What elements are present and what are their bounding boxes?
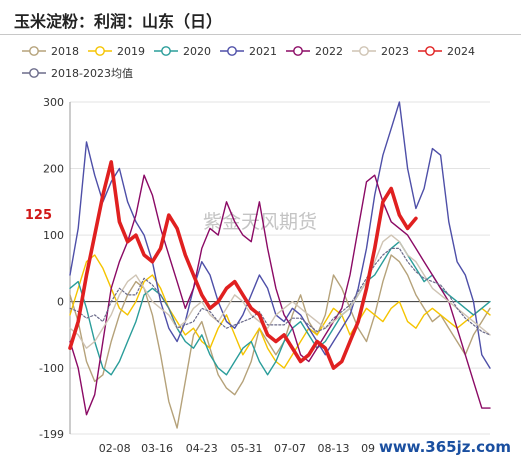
current-value-label: 125 [25, 208, 52, 223]
legend-item[interactable]: 2018 [22, 45, 79, 58]
legend-marker-icon [22, 46, 46, 56]
series-line-2021 [69, 101, 491, 369]
x-tick-label: 08-13 [318, 442, 350, 455]
legend-label: 2018-2023均值 [51, 67, 133, 80]
y-tick-label: 0 [57, 296, 64, 309]
y-tick-label: 100 [43, 229, 64, 242]
series-line-2019 [69, 254, 491, 369]
legend-item[interactable]: 2019 [88, 45, 145, 58]
series-line-2018 [69, 254, 491, 429]
legend-marker-icon [418, 46, 442, 56]
legend-item[interactable]: 2020 [154, 45, 211, 58]
legend-item[interactable]: 2023 [352, 45, 409, 58]
x-tick-label: 03-16 [141, 442, 173, 455]
legend-label: 2018 [51, 44, 79, 58]
legend-marker-icon [22, 68, 46, 78]
legend-item[interactable]: 2024 [418, 45, 475, 58]
legend-label: 2024 [447, 44, 475, 58]
site-watermark: www.365jz.com [374, 438, 515, 456]
legend-marker-icon [88, 46, 112, 56]
chart-legend: 2018 2019 2020 2021 2022 2023 2024 2018-2023均值 [22, 40, 517, 84]
x-tick-label: 07-07 [274, 442, 306, 455]
x-tick-label: 04-23 [186, 442, 218, 455]
y-tick-label: -100 [39, 362, 64, 375]
legend-label: 2022 [315, 44, 343, 58]
grid-lines [69, 101, 490, 435]
legend-item[interactable]: 2022 [286, 45, 343, 58]
x-tick-label: 05-31 [230, 442, 262, 455]
series-line-2024 [68, 160, 418, 370]
series-line-2023 [69, 234, 491, 349]
legend-label: 2020 [183, 44, 211, 58]
chart-title: 玉米淀粉：利润：山东（日） [14, 12, 223, 31]
y-tick-label: 300 [43, 96, 64, 109]
y-tick-label: -199 [39, 428, 64, 441]
watermark-text: 紫金天风期货 [203, 211, 317, 233]
y-tick-label: 200 [43, 163, 64, 176]
legend-marker-icon [352, 46, 376, 56]
legend-marker-icon [286, 46, 310, 56]
series-line-2018-2023均值 [69, 247, 491, 336]
legend-row-2: 2018-2023均值 [22, 62, 517, 84]
legend-item[interactable]: 2021 [220, 45, 277, 58]
legend-label: 2021 [249, 44, 277, 58]
legend-row-1: 2018 2019 2020 2021 2022 2023 2024 [22, 40, 517, 62]
legend-item[interactable]: 2018-2023均值 [22, 65, 133, 81]
line-chart: 300 200 100 0 -100 -199 02-08 03-16 04-23 05-31 0… [25, 96, 491, 455]
title-divider [0, 34, 521, 35]
legend-label: 2019 [117, 44, 145, 58]
series-layer [68, 101, 491, 429]
legend-label: 2023 [381, 44, 409, 58]
x-tick-label: 02-08 [99, 442, 131, 455]
legend-marker-icon [220, 46, 244, 56]
y-axis-ticks: 300 200 100 0 -100 -199 [39, 96, 64, 441]
series-line-2020 [69, 241, 491, 376]
legend-marker-icon [154, 46, 178, 56]
series-line-2022 [69, 174, 491, 416]
